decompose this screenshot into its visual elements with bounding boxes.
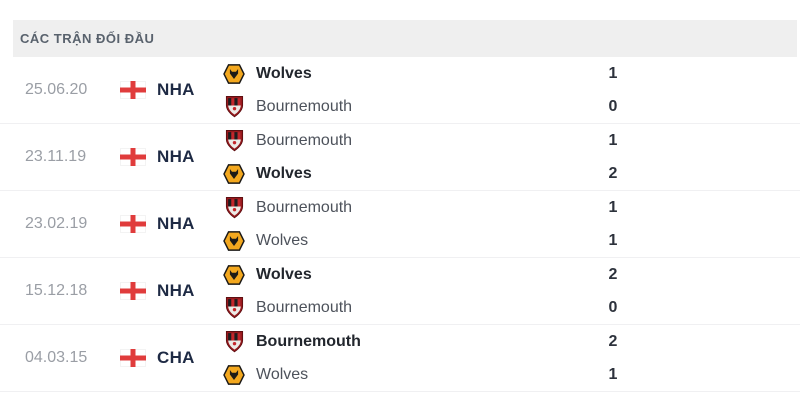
away-team-line: Bournemouth: [222, 90, 598, 123]
bournemouth-logo-icon: [222, 295, 246, 321]
bournemouth-logo-icon: [222, 195, 246, 221]
home-team-name: Wolves: [256, 265, 312, 283]
wolves-logo-icon: [222, 161, 246, 187]
teams-cell: Bournemouth Wolves: [222, 325, 598, 391]
section-header: CÁC TRẬN ĐỐI ĐẦU: [13, 20, 797, 57]
home-team-name: Bournemouth: [256, 198, 353, 216]
scores-cell: 2 0: [598, 258, 628, 324]
league-label: CHA: [157, 348, 195, 367]
england-flag-icon: [120, 282, 146, 300]
away-team-name: Bournemouth: [256, 298, 353, 316]
england-flag-icon: [120, 215, 146, 233]
home-team-line: Bournemouth: [222, 124, 598, 157]
england-flag-icon: [120, 81, 146, 99]
away-team-name: Wolves: [256, 231, 309, 249]
match-date: 25.06.20: [25, 81, 88, 98]
away-team-name: Bournemouth: [256, 97, 353, 115]
away-team-score: 1: [608, 232, 618, 249]
away-team-line: Bournemouth: [222, 291, 598, 324]
league-cell: NHA: [120, 80, 222, 100]
head-to-head-panel: CÁC TRẬN ĐỐI ĐẦU 25.06.20 NHA Wolves Bou…: [0, 20, 800, 392]
away-team-name: Wolves: [256, 164, 312, 182]
match-date: 15.12.18: [25, 282, 88, 299]
teams-cell: Bournemouth Wolves: [222, 124, 598, 190]
bournemouth-logo-icon: [222, 94, 246, 120]
home-team-name: Bournemouth: [256, 131, 353, 149]
league-cell: NHA: [120, 147, 222, 167]
teams-cell: Wolves Bournemouth: [222, 258, 598, 324]
away-team-line: Wolves: [222, 358, 598, 391]
scores-cell: 1 0: [598, 57, 628, 123]
match-row[interactable]: 15.12.18 NHA Wolves Bournemouth 2 0: [0, 258, 800, 325]
home-team-line: Bournemouth: [222, 325, 598, 358]
match-date: 23.02.19: [25, 215, 88, 232]
match-row[interactable]: 04.03.15 CHA Bournemouth Wolves 2 1: [0, 325, 800, 392]
away-team-line: Wolves: [222, 157, 598, 190]
match-row[interactable]: 23.11.19 NHA Bournemouth Wolves 1 2: [0, 124, 800, 191]
home-team-score: 1: [608, 132, 618, 149]
league-cell: CHA: [120, 348, 222, 368]
wolves-logo-icon: [222, 228, 246, 254]
wolves-logo-icon: [222, 61, 246, 87]
away-team-score: 0: [608, 299, 618, 316]
home-team-line: Bournemouth: [222, 191, 598, 224]
home-team-line: Wolves: [222, 57, 598, 90]
league-label: NHA: [157, 80, 195, 99]
scores-cell: 1 2: [598, 124, 628, 190]
home-team-score: 2: [608, 266, 618, 283]
home-team-line: Wolves: [222, 258, 598, 291]
wolves-logo-icon: [222, 362, 246, 388]
wolves-logo-icon: [222, 262, 246, 288]
match-date: 04.03.15: [25, 349, 88, 366]
home-team-name: Wolves: [256, 64, 312, 82]
away-team-score: 2: [608, 165, 618, 182]
home-team-score: 1: [608, 65, 618, 82]
away-team-name: Wolves: [256, 365, 309, 383]
scores-cell: 2 1: [598, 325, 628, 391]
home-team-score: 2: [608, 333, 618, 350]
league-label: NHA: [157, 281, 195, 300]
scores-cell: 1 1: [598, 191, 628, 257]
away-team-line: Wolves: [222, 224, 598, 257]
league-cell: NHA: [120, 281, 222, 301]
section-title: CÁC TRẬN ĐỐI ĐẦU: [20, 31, 155, 46]
bournemouth-logo-icon: [222, 128, 246, 154]
home-team-score: 1: [608, 199, 618, 216]
teams-cell: Wolves Bournemouth: [222, 57, 598, 123]
away-team-score: 1: [608, 366, 618, 383]
match-row[interactable]: 23.02.19 NHA Bournemouth Wolves 1 1: [0, 191, 800, 258]
match-date: 23.11.19: [25, 148, 87, 165]
bournemouth-logo-icon: [222, 329, 246, 355]
home-team-name: Bournemouth: [256, 332, 361, 350]
match-list: 25.06.20 NHA Wolves Bournemouth 1 0 23.1…: [0, 57, 800, 392]
england-flag-icon: [120, 349, 146, 367]
league-label: NHA: [157, 147, 195, 166]
england-flag-icon: [120, 148, 146, 166]
match-row[interactable]: 25.06.20 NHA Wolves Bournemouth 1 0: [0, 57, 800, 124]
teams-cell: Bournemouth Wolves: [222, 191, 598, 257]
league-label: NHA: [157, 214, 195, 233]
away-team-score: 0: [608, 98, 618, 115]
league-cell: NHA: [120, 214, 222, 234]
